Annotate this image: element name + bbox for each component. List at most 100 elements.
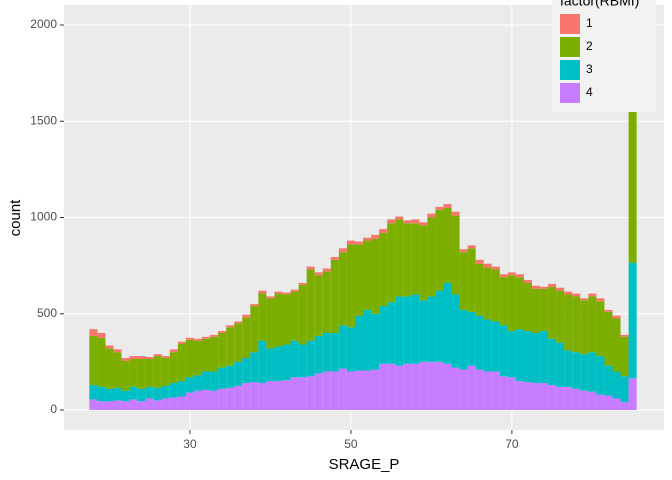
bar-segment: [459, 369, 468, 410]
bar-segment: [89, 335, 98, 385]
bar-segment: [105, 345, 114, 349]
bar-segment: [451, 367, 460, 410]
bar-segment: [507, 275, 516, 332]
bar-segment: [250, 306, 259, 353]
bar-segment: [242, 358, 251, 384]
bar-segment: [169, 349, 178, 353]
bar-segment: [330, 256, 339, 260]
bar-segment: [338, 252, 347, 326]
bar-segment: [580, 298, 589, 301]
bar-segment: [354, 315, 363, 371]
bar-segment: [202, 389, 211, 410]
legend-key: [560, 60, 580, 80]
bar-segment: [129, 386, 138, 400]
bar-segment: [548, 283, 557, 287]
bar-segment: [459, 252, 468, 310]
y-tick-label: 0: [50, 402, 57, 416]
bar-segment: [210, 371, 219, 391]
bar-segment: [371, 238, 380, 314]
bar-segment: [105, 388, 114, 402]
bar-segment: [97, 332, 106, 338]
bar-segment: [274, 381, 283, 410]
bar-segment: [202, 338, 211, 372]
bar-segment: [274, 291, 283, 294]
bar-segment: [290, 291, 299, 341]
bar-segment: [153, 400, 162, 410]
bar-segment: [274, 293, 283, 347]
bar-segment: [572, 388, 581, 410]
bar-segment: [266, 296, 275, 299]
bar-segment: [250, 352, 259, 383]
bar-segment: [121, 358, 130, 361]
legend-title: factor(RBMI): [560, 0, 639, 9]
bar-segment: [177, 341, 186, 344]
bar-segment: [113, 387, 122, 401]
bar-segment: [556, 287, 565, 291]
bar-segment: [499, 274, 508, 278]
bar-segment: [322, 332, 331, 372]
legend-key: [560, 83, 580, 103]
bar-segment: [580, 300, 589, 355]
bar-segment: [451, 211, 460, 216]
bar-segment: [234, 323, 243, 362]
bar-segment: [499, 376, 508, 410]
bar-segment: [346, 244, 355, 328]
bar-segment: [274, 346, 283, 382]
bar-segment: [306, 376, 315, 410]
legend: factor(RBMI) 1 2 3 4: [552, 0, 656, 112]
bar-segment: [145, 386, 154, 399]
bar-segment: [218, 388, 227, 410]
bar-segment: [250, 382, 259, 410]
bar-segment: [234, 385, 243, 410]
bar-segment: [467, 245, 476, 249]
bar-segment: [628, 378, 637, 410]
bar-segment: [395, 365, 404, 410]
bar-segment: [403, 223, 412, 297]
bar-segment: [226, 387, 235, 410]
bar-segment: [515, 274, 524, 278]
bar-segment: [282, 292, 291, 295]
bar-segment: [515, 381, 524, 410]
bar-segment: [604, 365, 613, 396]
bar-segment: [258, 340, 267, 384]
bar-segment: [113, 349, 122, 353]
bar-segment: [330, 259, 339, 333]
bar-segment: [113, 400, 122, 410]
bar-segment: [338, 368, 347, 410]
bar-segment: [491, 371, 500, 410]
bar-segment: [588, 352, 597, 392]
bar-segment: [564, 350, 573, 387]
bar-segment: [338, 325, 347, 369]
bar-segment: [298, 377, 307, 410]
bar-segment: [193, 375, 203, 391]
bar-segment: [371, 313, 380, 370]
bar-segment: [242, 314, 251, 318]
bar-segment: [387, 363, 396, 410]
bar-segment: [387, 223, 396, 303]
legend-key: [560, 14, 580, 34]
bar-segment: [242, 383, 251, 410]
bar-segment: [596, 394, 605, 410]
bar-segment: [620, 376, 629, 403]
bar-segment: [371, 369, 380, 410]
bar-segment: [475, 369, 484, 410]
bar-segment: [113, 352, 122, 388]
bar-segment: [290, 289, 299, 292]
bar-segment: [467, 248, 476, 312]
bar-segment: [121, 401, 130, 410]
bar-segment: [451, 294, 460, 368]
bar-segment: [540, 331, 549, 384]
bar-segment: [540, 383, 549, 410]
x-tick-label: 30: [183, 437, 197, 451]
bar-segment: [338, 248, 347, 253]
bar-segment: [604, 309, 613, 312]
bar-segment: [298, 282, 307, 285]
bar-segment: [306, 340, 315, 377]
bar-segment: [226, 365, 235, 388]
bar-segment: [395, 219, 404, 297]
bar-segment: [572, 296, 581, 353]
bar-segment: [403, 363, 412, 410]
bar-segment: [121, 390, 130, 402]
bar-segment: [443, 204, 452, 208]
